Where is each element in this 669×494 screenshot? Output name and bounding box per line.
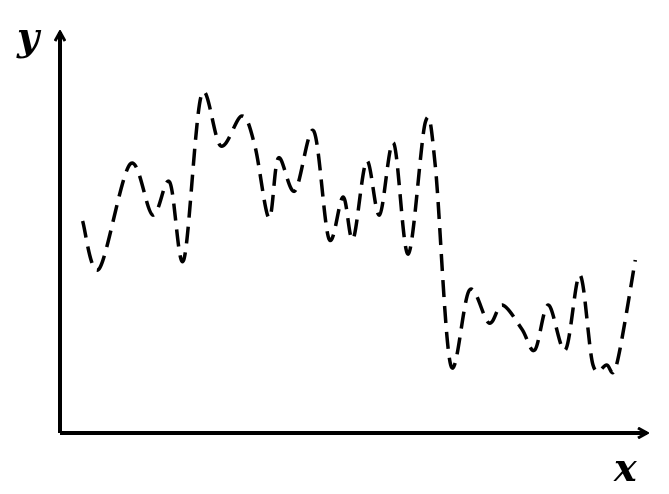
x-axis-label: x [613, 445, 638, 490]
series-layer [80, 89, 638, 375]
series-line-0 [80, 89, 638, 375]
y-axis-label: y [16, 14, 42, 59]
